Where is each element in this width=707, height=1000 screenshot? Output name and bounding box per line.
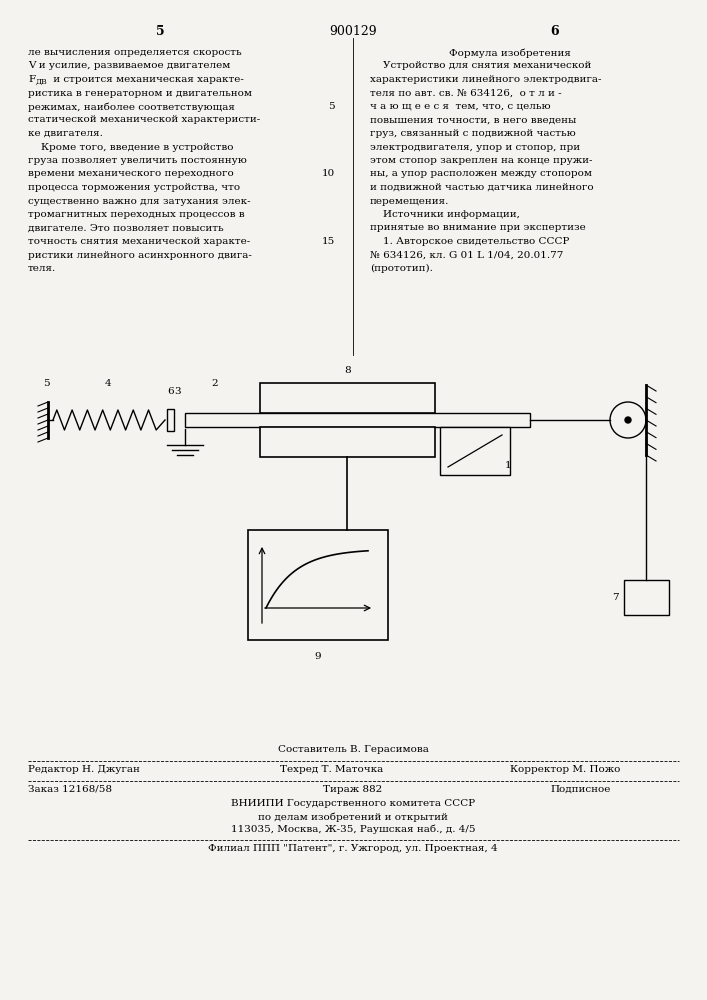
Bar [260, 383, 435, 413]
Text: ле вычисления определяется скорость: ле вычисления определяется скорость [28, 48, 242, 57]
Text: Источники информации,: Источники информации, [370, 210, 520, 219]
Text: Формула изобретения: Формула изобретения [449, 48, 571, 57]
Bar [624, 580, 669, 615]
Text: 9: 9 [315, 652, 321, 661]
Text: точность снятия механической характе-: точность снятия механической характе- [28, 237, 250, 246]
Bar [248, 530, 388, 640]
Text: ВНИИПИ Государственного комитета СССР: ВНИИПИ Государственного комитета СССР [231, 799, 475, 808]
Text: ристики линейного асинхронного двига-: ристики линейного асинхронного двига- [28, 250, 252, 259]
Text: перемещения.: перемещения. [370, 196, 450, 206]
Bar [167, 409, 174, 431]
Text: 6: 6 [167, 387, 174, 396]
Text: 5: 5 [156, 25, 164, 38]
Text: № 634126, кл. G 01 L 1/04, 20.01.77: № 634126, кл. G 01 L 1/04, 20.01.77 [370, 250, 563, 259]
Bar [185, 413, 530, 427]
Text: повышения точности, в него введены: повышения точности, в него введены [370, 115, 576, 124]
Text: статической механической характеристи-: статической механической характеристи- [28, 115, 260, 124]
Text: этом стопор закреплен на конце пружи-: этом стопор закреплен на конце пружи- [370, 156, 592, 165]
Text: электродвигателя, упор и стопор, при: электродвигателя, упор и стопор, при [370, 142, 580, 151]
Text: F: F [28, 75, 35, 84]
Text: Устройство для снятия механической: Устройство для снятия механической [370, 62, 591, 70]
Text: 15: 15 [322, 237, 335, 246]
Text: времени механического переходного: времени механического переходного [28, 169, 234, 178]
Text: Кроме того, введение в устройство: Кроме того, введение в устройство [28, 142, 233, 151]
Text: 7: 7 [612, 592, 619, 601]
Text: и строится механическая характе-: и строится механическая характе- [50, 75, 244, 84]
Text: Филиал ППП "Патент", г. Ужгород, ул. Проектная, 4: Филиал ППП "Патент", г. Ужгород, ул. Про… [208, 844, 498, 853]
Text: 8: 8 [344, 366, 351, 375]
Text: 2: 2 [211, 379, 218, 388]
Text: 3: 3 [175, 387, 181, 396]
Text: Подписное: Подписное [550, 785, 610, 794]
Text: 900129: 900129 [329, 25, 377, 38]
Text: V и усилие, развиваемое двигателем: V и усилие, развиваемое двигателем [28, 62, 230, 70]
Text: Техред Т. Маточка: Техред Т. Маточка [280, 765, 383, 774]
Text: характеристики линейного электродвига-: характеристики линейного электродвига- [370, 75, 602, 84]
Text: 1. Авторское свидетельство СССР: 1. Авторское свидетельство СССР [370, 237, 569, 246]
Text: тромагнитных переходных процессов в: тромагнитных переходных процессов в [28, 210, 245, 219]
Text: Корректор М. Пожо: Корректор М. Пожо [510, 765, 620, 774]
Circle shape [625, 417, 631, 423]
Text: ке двигателя.: ке двигателя. [28, 129, 103, 138]
Text: принятые во внимание при экспертизе: принятые во внимание при экспертизе [370, 224, 586, 232]
Text: существенно важно для затухания элек-: существенно важно для затухания элек- [28, 196, 250, 206]
Text: (прототип).: (прототип). [370, 264, 433, 273]
Text: ристика в генераторном и двигательном: ристика в генераторном и двигательном [28, 89, 252, 98]
Text: 4: 4 [105, 379, 111, 388]
Text: по делам изобретений и открытий: по делам изобретений и открытий [258, 812, 448, 822]
Text: 1: 1 [505, 461, 512, 470]
Text: процесса торможения устройства, что: процесса торможения устройства, что [28, 183, 240, 192]
Text: и подвижной частью датчика линейного: и подвижной частью датчика линейного [370, 183, 594, 192]
Bar [260, 427, 435, 457]
Text: теля.: теля. [28, 264, 57, 273]
Text: двигателе. Это позволяет повысить: двигателе. Это позволяет повысить [28, 224, 223, 232]
Circle shape [610, 402, 646, 438]
Text: груз, связанный с подвижной частью: груз, связанный с подвижной частью [370, 129, 575, 138]
Text: Редактор Н. Джуган: Редактор Н. Джуган [28, 765, 140, 774]
Text: Заказ 12168/58: Заказ 12168/58 [28, 785, 112, 794]
Text: Составитель В. Герасимова: Составитель В. Герасимова [278, 745, 428, 754]
Text: 6: 6 [551, 25, 559, 38]
Text: ч а ю щ е е с я  тем, что, с целью: ч а ю щ е е с я тем, что, с целью [370, 102, 551, 111]
Text: ДВ: ДВ [36, 78, 48, 86]
Text: режимах, наиболее соответствующая: режимах, наиболее соответствующая [28, 102, 235, 111]
Text: Тираж 882: Тираж 882 [323, 785, 382, 794]
Text: теля по авт. св. № 634126,  о т л и -: теля по авт. св. № 634126, о т л и - [370, 89, 561, 98]
Text: груза позволяет увеличить постоянную: груза позволяет увеличить постоянную [28, 156, 247, 165]
Text: 10: 10 [322, 169, 335, 178]
Text: 5: 5 [328, 102, 335, 111]
Bar [440, 427, 510, 475]
Text: 5: 5 [42, 379, 49, 388]
Text: 113035, Москва, Ж-35, Раушская наб., д. 4/5: 113035, Москва, Ж-35, Раушская наб., д. … [230, 825, 475, 834]
Text: ны, а упор расположен между стопором: ны, а упор расположен между стопором [370, 169, 592, 178]
